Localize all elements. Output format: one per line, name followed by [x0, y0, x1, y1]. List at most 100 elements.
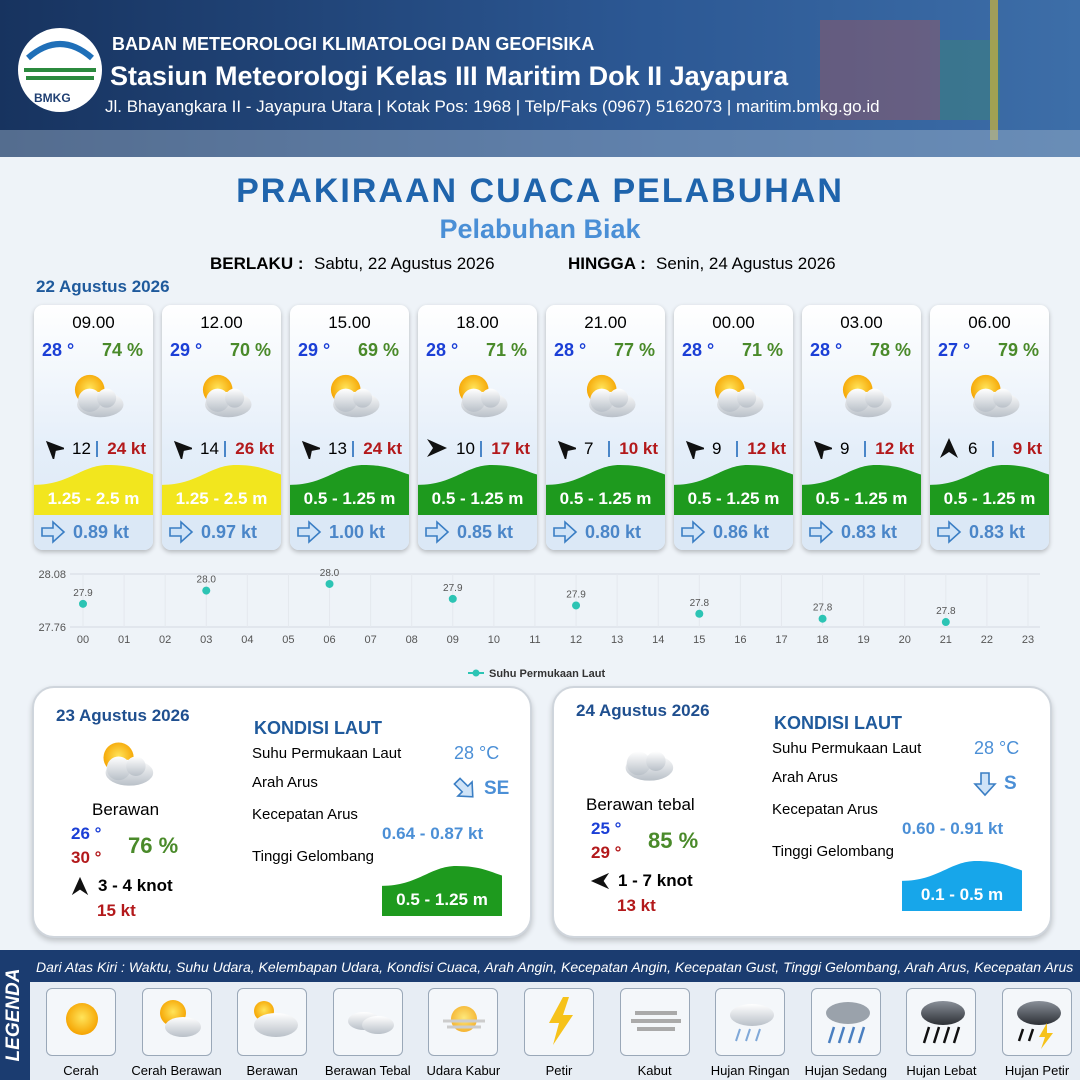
value-label: 27.8: [936, 606, 956, 617]
to: Senin, 24 Agustus 2026: [656, 254, 836, 273]
wind: 10: [456, 439, 475, 458]
temp: 28 °: [426, 340, 459, 360]
legend-label: Hujan Lebat: [906, 1063, 977, 1078]
wind-dir: [682, 437, 707, 464]
wind-dir: [590, 871, 610, 896]
weather-icon: [586, 374, 636, 418]
wave: [546, 463, 665, 520]
humidity: 79 %: [997, 340, 1039, 360]
current-speed: 0.60 - 0.91 kt: [902, 819, 1004, 838]
current-speed: 0.97 kt: [201, 522, 258, 542]
wave-band: [162, 465, 281, 515]
separator: [736, 441, 738, 457]
current-dir: [936, 519, 962, 550]
wind-dir: [810, 437, 835, 464]
wave-band: [930, 465, 1049, 515]
temp: 28 °: [42, 340, 75, 360]
time: 09.00: [72, 313, 115, 332]
forecast-card: 15.00 29 ° 69 % 13 24 kt 0.5 - 1.25 m 1.…: [290, 305, 409, 550]
legend-label: Cerah Berawan: [131, 1063, 222, 1078]
gust: 12 kt: [875, 439, 914, 458]
wave-height: 0.5 - 1.25 m: [303, 489, 396, 508]
x-tick-label: 15: [693, 634, 705, 646]
separator: [992, 441, 994, 457]
wind: 13: [328, 439, 347, 458]
wind: 12: [72, 439, 91, 458]
org: BADAN METEOROLOGI KLIMATOLOGI DAN GEOFIS…: [112, 34, 595, 54]
current-arrow: [553, 520, 578, 544]
x-tick-label: 08: [406, 634, 418, 646]
wave-height: 0.5 - 1.25 m: [431, 489, 524, 508]
current-speed: 1.00 kt: [329, 522, 386, 542]
x-tick-label: 13: [611, 634, 623, 646]
x-tick-label: 07: [364, 634, 376, 646]
current-speed-label: Kecepatan Arus: [252, 806, 358, 823]
wind: 1 - 7 knot: [618, 871, 693, 890]
weather-icon: [330, 374, 380, 418]
legend-label: Kabut: [637, 1063, 672, 1078]
wind: 6: [968, 439, 978, 458]
current-dir-label: Arah Arus: [252, 774, 318, 791]
x-tick-label: 03: [200, 634, 212, 646]
current-speed: 0.85 kt: [457, 522, 514, 542]
current-speed: 0.64 - 0.87 kt: [382, 824, 484, 843]
temp: 28 °: [810, 340, 843, 360]
weather-icon: [625, 751, 674, 781]
humidity: 71 %: [485, 340, 527, 360]
temp: 29 °: [298, 340, 331, 360]
x-tick-label: 23: [1022, 634, 1034, 646]
current-arrow: [41, 520, 66, 544]
gust: 24 kt: [107, 439, 146, 458]
forecast-card: 06.00 27 ° 79 % 6 9 kt 0.5 - 1.25 m 0.83…: [930, 305, 1049, 550]
current-dir: [40, 519, 66, 550]
current-dir: SE: [484, 778, 510, 799]
day-panel: 24 Agustus 2026 Berawan tebal 25 ° 29 ° …: [552, 686, 1052, 938]
wave-band: [902, 861, 1022, 911]
x-tick-label: 09: [447, 634, 459, 646]
legend-icon: [46, 988, 116, 1056]
current-arrow: [937, 520, 962, 544]
temp: 28 °: [554, 340, 587, 360]
x-tick-label: 16: [734, 634, 746, 646]
separator: [352, 441, 354, 457]
x-tick-label: 20: [899, 634, 911, 646]
wave-label: Tinggi Gelombang: [252, 848, 375, 865]
legend-label: Berawan Tebal: [324, 1063, 411, 1078]
temp: 28 °: [682, 340, 715, 360]
legend-label: Udara Kabur: [426, 1063, 501, 1078]
current-speed: 0.86 kt: [713, 522, 770, 542]
current-speed: 0.89 kt: [73, 522, 130, 542]
x-tick-label: 18: [816, 634, 828, 646]
x-tick-label: 02: [159, 634, 171, 646]
legend-marker: [472, 669, 480, 677]
humidity: 70 %: [229, 340, 271, 360]
legend-icon: [524, 988, 594, 1056]
humidity: 74 %: [101, 340, 143, 360]
current-dir: [424, 519, 450, 550]
wave-height: 0.5 - 1.25 m: [396, 890, 488, 909]
current-arrow: [973, 772, 997, 797]
y-tick-label: 27.76: [38, 622, 66, 634]
x-tick-label: 06: [323, 634, 335, 646]
time: 18.00: [456, 313, 499, 332]
sea-heading: KONDISI LAUT: [254, 718, 382, 738]
legend-label: Hujan Ringan: [710, 1063, 790, 1078]
point: [695, 609, 704, 618]
legend-label: Suhu Permukaan Laut: [489, 668, 605, 680]
humidity: 76 %: [128, 833, 179, 858]
point: [448, 594, 457, 603]
value-label: 27.9: [566, 589, 586, 600]
wave-band: [418, 465, 537, 515]
sst: 28 °C: [974, 738, 1020, 758]
forecast-card: 09.00 28 ° 74 % 12 24 kt 1.25 - 2.5 m 0.…: [34, 305, 153, 550]
separator: [480, 441, 482, 457]
icon: [570, 367, 644, 428]
wind-arrow: [685, 440, 707, 462]
separator: [224, 441, 226, 457]
from: Sabtu, 22 Agustus 2026: [314, 254, 495, 273]
wave-height: 0.5 - 1.25 m: [943, 489, 1036, 508]
separator: [608, 441, 610, 457]
x-tick-label: 04: [241, 634, 253, 646]
time: 15.00: [328, 313, 371, 332]
current-speed: 0.80 kt: [585, 522, 642, 542]
